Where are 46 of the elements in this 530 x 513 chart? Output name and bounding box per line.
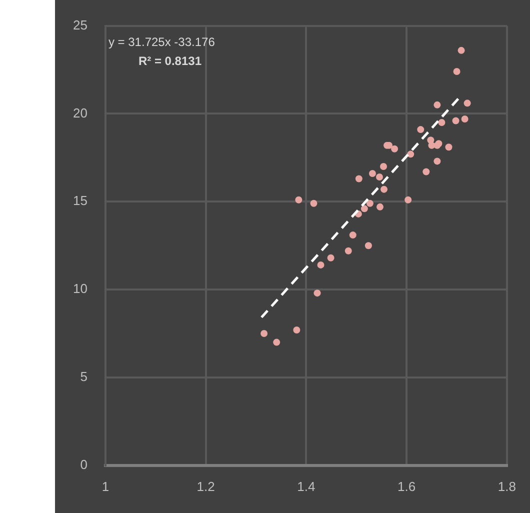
y-tick-label: 0 xyxy=(80,456,88,472)
y-tick-label: 20 xyxy=(72,105,88,120)
point xyxy=(453,68,460,76)
point xyxy=(458,46,465,54)
point xyxy=(407,150,414,158)
point xyxy=(391,145,398,152)
x-tick-label: 1.4 xyxy=(297,478,316,494)
x-tick-label: 1.2 xyxy=(196,478,215,494)
x-tick-label: 1.8 xyxy=(498,478,516,494)
point xyxy=(380,162,387,170)
point xyxy=(344,247,352,254)
point xyxy=(368,170,376,178)
point xyxy=(293,326,300,334)
y-tick-label: 15 xyxy=(72,193,88,208)
point xyxy=(310,200,318,207)
point xyxy=(317,261,324,268)
point xyxy=(434,158,441,165)
annotation: y = 31.725x -33.176 xyxy=(108,35,216,50)
point xyxy=(376,203,384,210)
point xyxy=(364,242,372,250)
point xyxy=(355,175,362,182)
point xyxy=(360,205,368,212)
x-tick-label: 1 xyxy=(102,478,110,494)
point xyxy=(349,232,356,239)
point xyxy=(327,254,334,262)
point xyxy=(366,200,374,207)
point xyxy=(404,196,412,204)
point xyxy=(417,126,424,134)
point xyxy=(452,117,460,124)
point xyxy=(464,100,471,107)
point xyxy=(260,330,268,338)
point xyxy=(314,290,321,297)
point xyxy=(295,196,302,204)
point xyxy=(461,115,468,122)
point xyxy=(438,119,446,126)
y-tick-label: 5 xyxy=(80,369,88,384)
point xyxy=(273,338,280,346)
point xyxy=(376,174,383,181)
point xyxy=(380,186,388,193)
annotation: R² = 0.8131 xyxy=(138,54,202,68)
y-tick-label: 10 xyxy=(72,281,88,296)
y-tick-label: 25 xyxy=(72,17,88,32)
x-tick-label: 1.6 xyxy=(398,478,416,494)
point xyxy=(445,144,452,151)
point xyxy=(434,101,441,108)
point xyxy=(422,168,430,176)
